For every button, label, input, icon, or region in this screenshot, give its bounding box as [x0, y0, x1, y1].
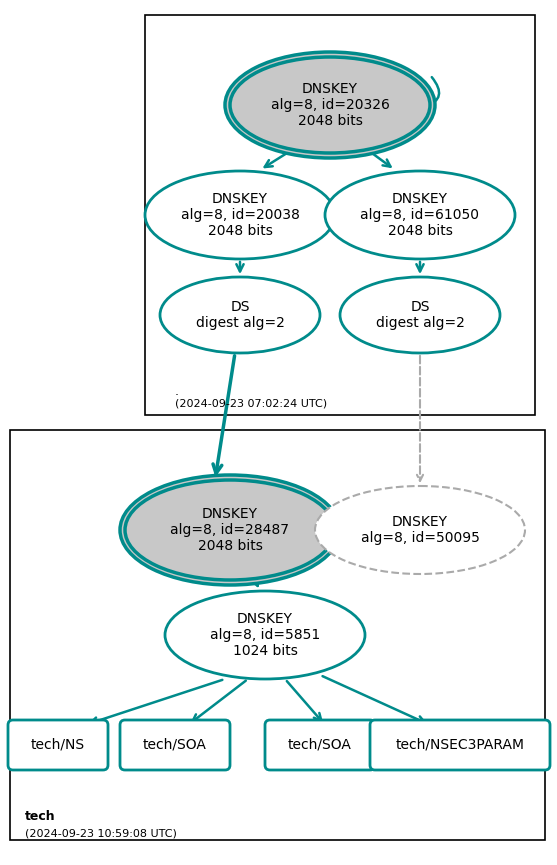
Bar	[10, 430, 545, 840]
Text: (2024-09-23 10:59:08 UTC): (2024-09-23 10:59:08 UTC)	[25, 828, 177, 838]
Ellipse shape	[145, 171, 335, 259]
Bar	[145, 15, 535, 415]
Text: DNSKEY
alg=8, id=61050
2048 bits: DNSKEY alg=8, id=61050 2048 bits	[360, 192, 480, 238]
Ellipse shape	[230, 57, 430, 153]
Text: DNSKEY
alg=8, id=50095: DNSKEY alg=8, id=50095	[360, 515, 480, 545]
Ellipse shape	[315, 486, 525, 574]
Ellipse shape	[325, 171, 515, 259]
Text: DS
digest alg=2: DS digest alg=2	[375, 300, 465, 330]
Ellipse shape	[120, 475, 340, 585]
Ellipse shape	[160, 277, 320, 353]
Text: tech/SOA: tech/SOA	[288, 738, 352, 752]
FancyBboxPatch shape	[265, 720, 375, 770]
Ellipse shape	[340, 277, 500, 353]
FancyBboxPatch shape	[370, 720, 550, 770]
FancyBboxPatch shape	[120, 720, 230, 770]
Ellipse shape	[225, 52, 435, 158]
Ellipse shape	[165, 591, 365, 679]
Text: DNSKEY
alg=8, id=20038
2048 bits: DNSKEY alg=8, id=20038 2048 bits	[180, 192, 300, 238]
FancyBboxPatch shape	[8, 720, 108, 770]
Text: (2024-09-23 07:02:24 UTC): (2024-09-23 07:02:24 UTC)	[175, 398, 327, 408]
Text: DNSKEY
alg=8, id=28487
2048 bits: DNSKEY alg=8, id=28487 2048 bits	[170, 507, 290, 554]
Text: DNSKEY
alg=8, id=5851
1024 bits: DNSKEY alg=8, id=5851 1024 bits	[210, 612, 320, 658]
Text: tech: tech	[25, 810, 56, 823]
Text: tech/NSEC3PARAM: tech/NSEC3PARAM	[395, 738, 525, 752]
Text: tech/SOA: tech/SOA	[143, 738, 207, 752]
Ellipse shape	[125, 480, 335, 580]
Text: tech/NS: tech/NS	[31, 738, 85, 752]
Text: .: .	[175, 385, 179, 398]
Text: DNSKEY
alg=8, id=20326
2048 bits: DNSKEY alg=8, id=20326 2048 bits	[271, 82, 389, 128]
Text: DS
digest alg=2: DS digest alg=2	[196, 300, 285, 330]
